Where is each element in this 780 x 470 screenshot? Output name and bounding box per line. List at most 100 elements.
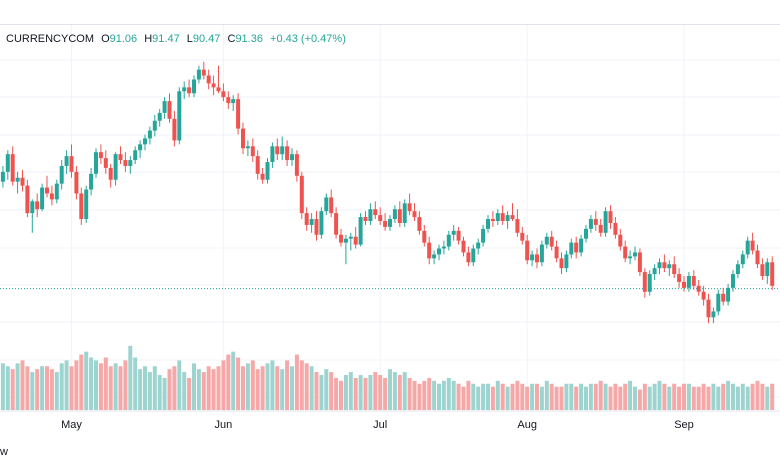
volume-bar (495, 380, 500, 410)
volume-bar (608, 386, 613, 410)
open-value: 91.06 (109, 33, 138, 45)
candle-body (25, 185, 30, 214)
volume-bar (721, 383, 726, 410)
volume-bar (162, 377, 167, 410)
volume-bar (226, 354, 231, 410)
volume-bar (500, 383, 505, 410)
candle-body (770, 262, 775, 286)
candle-body (329, 197, 334, 214)
candle-body (216, 87, 221, 92)
volume-bar (461, 386, 466, 410)
candle-body (187, 87, 192, 94)
candle-body (162, 101, 167, 113)
volume-bar (167, 369, 172, 410)
candle-body (79, 193, 84, 220)
candle-body (456, 230, 461, 241)
candle-body (128, 160, 133, 166)
volume-bar (696, 386, 701, 410)
volume-bar (260, 366, 265, 410)
volume-bar (539, 386, 544, 410)
volume-bar (755, 380, 760, 410)
volume-bar (466, 380, 471, 410)
candle-body (147, 130, 152, 139)
candle-body (64, 156, 69, 166)
volume-bar (334, 377, 339, 410)
candle-body (152, 120, 157, 131)
candle-body (735, 264, 740, 275)
volume-bar (285, 360, 290, 410)
candle-body (564, 254, 569, 269)
candle-body (745, 240, 750, 255)
volume-bar (255, 369, 260, 410)
candle-body (711, 311, 716, 318)
volume-bar (446, 377, 451, 410)
volume-bar (662, 383, 667, 410)
candle-body (726, 287, 731, 302)
volume-bar (451, 380, 456, 410)
candle-body (539, 244, 544, 263)
volume-bar (412, 380, 417, 410)
candle-body (544, 236, 549, 245)
candle-body (383, 221, 388, 227)
volume-bar (593, 383, 598, 410)
volume-bar (569, 383, 574, 410)
candle-body (623, 246, 628, 259)
candle-body (250, 146, 255, 157)
candle-body (226, 97, 231, 104)
candle-body (45, 187, 49, 194)
candle-body (118, 154, 123, 161)
volume-bar (128, 345, 133, 410)
volume-bars (0, 345, 775, 410)
volume-bar (118, 366, 123, 410)
candle-body (54, 183, 59, 200)
volume-bar (530, 383, 535, 410)
volume-bar (745, 386, 750, 410)
volume-bar (549, 383, 554, 410)
candle-body (231, 99, 236, 104)
candle-body (461, 240, 466, 253)
volume-bar (441, 380, 446, 410)
candle-body (696, 285, 701, 292)
candle-body (108, 167, 113, 180)
candle-body (466, 252, 471, 263)
candle-body (49, 193, 54, 200)
x-axis: MayJunJulAugSepOct (61, 419, 694, 431)
candle-body (353, 236, 358, 245)
volume-bar (290, 366, 294, 410)
volume-bar (196, 369, 201, 410)
candle-body (412, 211, 417, 218)
volume-bar (64, 360, 69, 410)
candle-body (314, 219, 319, 235)
volume-bar (628, 380, 633, 410)
candle-body (515, 219, 520, 233)
candle-body (554, 246, 559, 259)
volume-bar (456, 383, 461, 410)
x-tick-label: Aug (517, 419, 537, 431)
volume-bar (760, 383, 765, 410)
volume-bar (735, 386, 740, 410)
candle-body (319, 211, 324, 235)
candle-body (343, 238, 348, 243)
candle-body (133, 150, 138, 161)
candle-body (69, 156, 74, 172)
candle-body (40, 187, 45, 210)
candle-body (603, 211, 608, 233)
candle-body (662, 262, 667, 269)
volume-bar (579, 383, 584, 410)
candle-body (637, 252, 642, 273)
volume-bar (299, 360, 304, 410)
candle-body (657, 262, 662, 269)
volume-bar (358, 375, 363, 410)
volume-bar (490, 386, 495, 410)
volume-bar (373, 372, 378, 410)
volume-bar (427, 377, 432, 410)
candle-body (549, 236, 554, 247)
volume-bar (765, 386, 770, 410)
volume-bar (407, 377, 412, 410)
ohlc-legend: CURRENCYCOM O91.06 H91.47 L90.47 C91.36 … (0, 33, 346, 45)
symbol-label[interactable]: CURRENCYCOM (6, 33, 94, 45)
volume-bar (691, 386, 696, 410)
volume-bar (275, 366, 280, 410)
volume-bar (383, 377, 388, 410)
